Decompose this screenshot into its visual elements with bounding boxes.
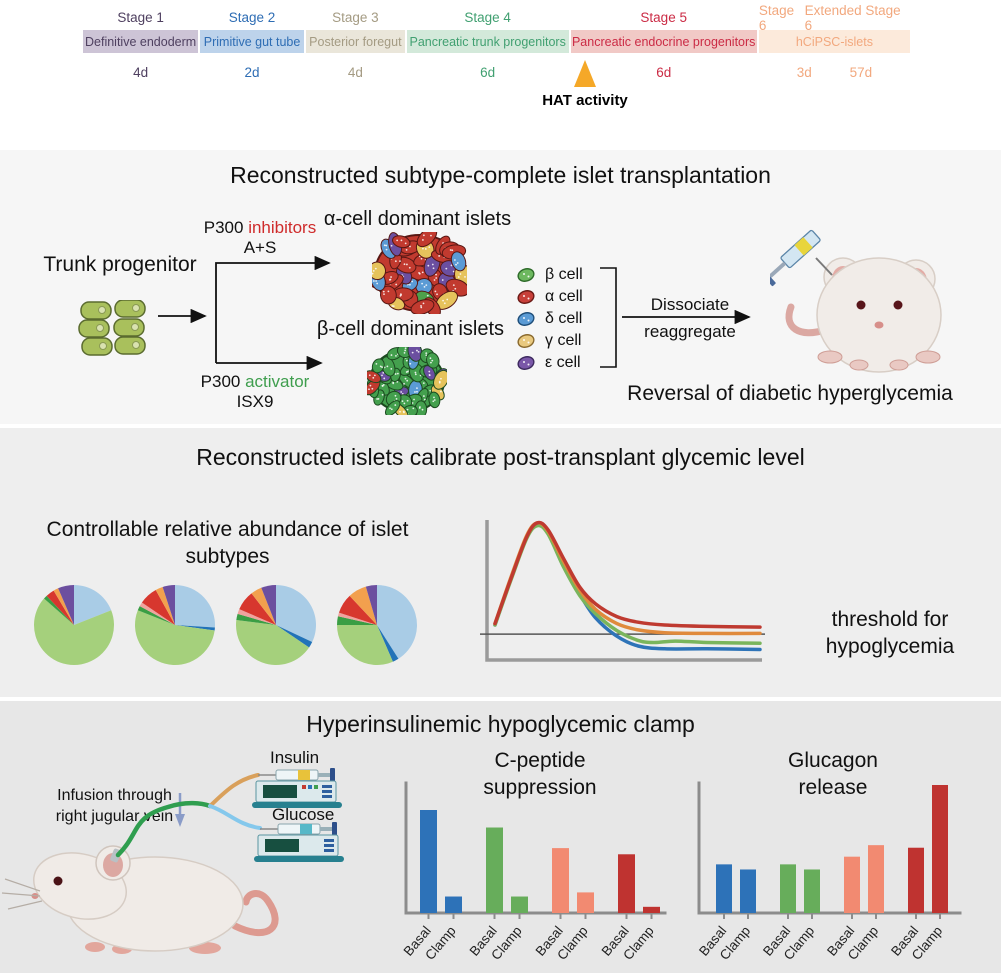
outcome-label: Reversal of diabetic hyperglycemia bbox=[627, 382, 953, 405]
duration-stage-2: 2d bbox=[244, 64, 260, 80]
inhibitors-word: inhibitors bbox=[248, 218, 317, 237]
stage-label-3: Stage 3 bbox=[332, 10, 379, 25]
syringe-icon bbox=[770, 229, 833, 287]
alpha-cell-icon bbox=[517, 290, 535, 304]
duration-stage-5: 6d bbox=[656, 64, 672, 80]
trunk-progenitor-label: Trunk progenitor bbox=[43, 253, 197, 276]
transplantation-section: Reconstructed subtype-complete islet tra… bbox=[0, 150, 1001, 424]
stage-label-5: Stage 5 bbox=[640, 10, 687, 25]
transplantation-title: Reconstructed subtype-complete islet tra… bbox=[230, 162, 771, 188]
duration-stage-4: 6d bbox=[480, 64, 496, 80]
stage-label-2: Stage 2 bbox=[228, 10, 276, 25]
mouse-tail bbox=[231, 890, 279, 937]
clamp-title: Hyperinsulinemic hypoglycemic clamp bbox=[306, 711, 695, 737]
differentiation-timeline: Stage 1 Stage 2 Stage 3 Stage 4 Stage 5 … bbox=[83, 2, 910, 109]
glycemic-calibration-section: Reconstructed islets calibrate post-tran… bbox=[0, 428, 1001, 697]
beta-islet-illustration bbox=[367, 347, 447, 415]
legend-row-delta: δ cell bbox=[516, 308, 583, 330]
mouse-tail bbox=[785, 303, 829, 337]
p300-activator-label: P300 activator ISX9 bbox=[185, 372, 325, 412]
timeline-segment-definitive-endoderm: Definitive endoderm bbox=[83, 30, 199, 53]
recipient-mouse-illustration bbox=[770, 229, 942, 373]
alpha-islet-label: α-cell dominant islets bbox=[323, 208, 512, 230]
infusion-scene-illustration bbox=[1, 768, 344, 954]
legend-row-epsilon: ε cell bbox=[516, 352, 583, 374]
duration-stage-6-and-extended: 3d 57d bbox=[796, 64, 873, 80]
pie-chart-2 bbox=[134, 585, 215, 666]
glucose-syringe-pump bbox=[254, 822, 344, 862]
stage-labels-row: Stage 1 Stage 2 Stage 3 Stage 4 Stage 5 … bbox=[83, 2, 910, 33]
dissociate-label: Dissociate bbox=[650, 295, 730, 314]
pie-chart-3 bbox=[236, 585, 316, 665]
glucose-tube bbox=[208, 804, 262, 830]
p300-inhibitors-label: P300 inhibitors A+S bbox=[190, 218, 330, 258]
stage-label-6-and-extended: Stage 6 Extended Stage 6 bbox=[758, 2, 901, 33]
timeline-segment-posterior-foregut: Posterior foregut bbox=[305, 30, 405, 53]
timeline-segment-endocrine-progenitors: Pancreatic endocrine progenitors bbox=[570, 30, 757, 53]
durations-row: 4d 2d 4d 6d 6d 3d 57d bbox=[83, 53, 910, 83]
beta-cell-icon bbox=[517, 268, 535, 282]
clamp-section: Hyperinsulinemic hypoglycemic clamp Infu… bbox=[0, 701, 1001, 973]
timeline-segment-hcipsc-islets: hCiPSC-islets bbox=[758, 30, 910, 53]
stage-label-4: Stage 4 bbox=[464, 10, 511, 25]
pie-chart-1 bbox=[34, 585, 114, 665]
alpha-islet-illustration bbox=[372, 232, 467, 314]
timeline-segment-trunk-progenitors: Pancreatic trunk progenitors bbox=[406, 30, 569, 53]
insulin-syringe-pump bbox=[252, 768, 342, 808]
duration-stage-1: 4d bbox=[133, 64, 149, 80]
glucagon-chart-title: Glucagon release bbox=[788, 749, 878, 799]
gamma-cell-icon bbox=[517, 334, 535, 348]
trunk-progenitor-cells-illustration bbox=[78, 300, 146, 356]
stage-label-1: Stage 1 bbox=[117, 10, 164, 25]
calibration-title: Reconstructed islets calibrate post-tran… bbox=[196, 444, 805, 470]
mouse-whiskers bbox=[1, 878, 43, 910]
c-peptide-chart-title: C-peptide suppression bbox=[483, 749, 597, 799]
glucose-pump-label: Glucose bbox=[272, 805, 335, 824]
activator-word: activator bbox=[245, 372, 310, 391]
pies-caption: Controllable relative abundance of islet… bbox=[46, 518, 409, 568]
activator-compound: ISX9 bbox=[236, 392, 274, 411]
timeline-segment-primitive-gut-tube: Primitive gut tube bbox=[200, 30, 304, 53]
delta-cell-icon bbox=[517, 312, 535, 326]
threshold-label: threshold for hypoglycemia bbox=[825, 608, 955, 658]
flow-arrows bbox=[158, 255, 751, 371]
glycemic-curves-chart bbox=[480, 520, 765, 662]
insulin-tube bbox=[208, 773, 260, 808]
insulin-pump-label: Insulin bbox=[270, 748, 320, 767]
legend-row-gamma: γ cell bbox=[516, 330, 583, 352]
legend-row-beta: β cell bbox=[516, 264, 583, 286]
reaggregate-label: reaggregate bbox=[644, 322, 736, 341]
hat-activity-label: HAT activity bbox=[542, 92, 628, 109]
beta-islet-label: β-cell dominant islets bbox=[316, 318, 505, 340]
cell-type-legend: β cell α cell δ cell γ cell ε cell bbox=[516, 264, 583, 374]
timeline-bar: Definitive endoderm Primitive gut tube P… bbox=[83, 30, 910, 53]
duration-stage-3: 4d bbox=[347, 64, 363, 80]
jugular-cannula-tube bbox=[115, 800, 213, 858]
legend-row-alpha: α cell bbox=[516, 286, 583, 308]
epsilon-cell-icon bbox=[517, 356, 535, 370]
inhibitors-compound: A+S bbox=[243, 238, 277, 257]
hat-activity-triangle-icon bbox=[574, 60, 596, 87]
pie-chart-4 bbox=[337, 585, 417, 665]
